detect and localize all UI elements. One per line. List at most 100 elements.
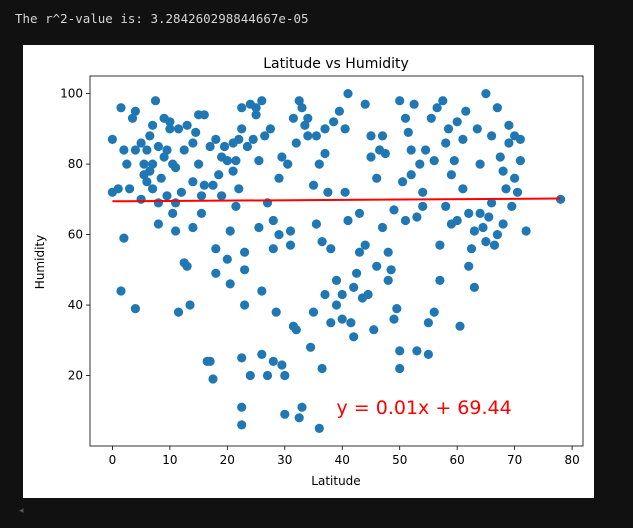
data-point bbox=[363, 289, 373, 300]
data-point bbox=[334, 106, 344, 116]
data-point bbox=[237, 124, 247, 134]
chart-figure: Latitude vs Humidity 0 10 20 30 40 50 60 70 80 20… bbox=[23, 45, 594, 498]
x-tick-label: 40 bbox=[335, 453, 350, 467]
data-point bbox=[441, 201, 451, 211]
data-point bbox=[237, 420, 247, 430]
data-point bbox=[426, 113, 436, 123]
data-point bbox=[383, 275, 393, 285]
data-point bbox=[383, 247, 393, 257]
data-point bbox=[136, 194, 146, 204]
x-tick-label: 10 bbox=[162, 453, 177, 467]
data-point bbox=[492, 230, 502, 240]
data-point bbox=[337, 289, 347, 300]
data-point bbox=[122, 159, 132, 169]
data-point bbox=[320, 124, 330, 134]
data-point bbox=[326, 318, 336, 328]
data-point bbox=[314, 159, 324, 169]
data-point bbox=[360, 240, 370, 250]
data-point bbox=[271, 307, 281, 317]
data-point bbox=[521, 226, 531, 236]
data-point bbox=[329, 117, 339, 127]
data-point bbox=[481, 89, 491, 99]
x-tick-label: 70 bbox=[507, 453, 522, 467]
x-tick-label: 0 bbox=[109, 453, 117, 467]
data-point bbox=[556, 194, 566, 204]
data-point bbox=[277, 360, 287, 370]
data-point bbox=[435, 240, 445, 250]
data-point bbox=[288, 113, 298, 123]
data-point bbox=[285, 240, 296, 250]
x-tick-label: 80 bbox=[564, 453, 579, 467]
data-point bbox=[346, 318, 356, 328]
data-point bbox=[217, 191, 227, 201]
data-point bbox=[303, 131, 313, 141]
data-point bbox=[119, 145, 129, 155]
data-point bbox=[125, 184, 135, 194]
data-point bbox=[240, 247, 250, 257]
data-point bbox=[168, 208, 178, 218]
data-point bbox=[228, 166, 238, 176]
data-point bbox=[495, 152, 505, 162]
data-point bbox=[320, 148, 330, 159]
data-point bbox=[377, 222, 388, 233]
data-point bbox=[162, 191, 172, 201]
data-point bbox=[119, 233, 129, 243]
data-point bbox=[469, 282, 479, 292]
data-point bbox=[429, 156, 439, 166]
data-point bbox=[498, 219, 508, 229]
r-squared-output: The r^2-value is: 3.284260298844667e-05 bbox=[15, 11, 309, 26]
data-point bbox=[291, 138, 301, 148]
data-point bbox=[237, 402, 247, 412]
data-point bbox=[268, 356, 278, 366]
data-point bbox=[285, 226, 296, 236]
data-point bbox=[432, 103, 442, 113]
data-point bbox=[400, 215, 411, 226]
data-point bbox=[337, 314, 347, 324]
y-tick-label: 80 bbox=[68, 157, 83, 171]
data-point bbox=[254, 156, 264, 166]
data-point bbox=[492, 103, 502, 113]
y-tick-label: 40 bbox=[68, 298, 83, 312]
data-point bbox=[280, 370, 290, 381]
data-point bbox=[343, 215, 353, 226]
data-point bbox=[237, 103, 247, 113]
data-point bbox=[268, 215, 278, 226]
data-point bbox=[240, 265, 250, 275]
data-point bbox=[145, 131, 155, 141]
data-point bbox=[130, 145, 140, 155]
data-point bbox=[475, 208, 485, 218]
data-point bbox=[515, 134, 525, 144]
data-point bbox=[389, 314, 399, 324]
data-point bbox=[148, 184, 158, 194]
data-point bbox=[418, 201, 428, 211]
data-point bbox=[303, 113, 313, 123]
data-point bbox=[455, 321, 465, 331]
x-tick-label: 30 bbox=[277, 453, 292, 467]
data-point bbox=[185, 300, 195, 310]
data-point bbox=[423, 318, 433, 328]
data-point bbox=[173, 307, 184, 317]
data-point bbox=[311, 131, 321, 141]
data-point bbox=[257, 349, 267, 359]
x-tick-label: 20 bbox=[220, 453, 235, 467]
data-point bbox=[130, 106, 140, 116]
data-point bbox=[452, 117, 462, 127]
data-point bbox=[297, 103, 307, 113]
data-point bbox=[188, 138, 198, 148]
data-point bbox=[205, 356, 215, 366]
data-point bbox=[478, 222, 488, 233]
data-point bbox=[308, 180, 319, 190]
data-point bbox=[392, 304, 402, 314]
data-point bbox=[171, 163, 181, 173]
data-point bbox=[446, 170, 456, 180]
data-point bbox=[173, 124, 184, 134]
data-point bbox=[423, 349, 433, 359]
x-tick-label: 50 bbox=[392, 453, 407, 467]
data-point bbox=[360, 99, 370, 109]
data-point bbox=[222, 254, 232, 264]
data-point bbox=[466, 244, 477, 254]
data-point bbox=[179, 145, 189, 155]
data-point bbox=[116, 103, 126, 113]
scroll-left-arrow[interactable]: ◂ bbox=[19, 506, 24, 516]
data-point bbox=[366, 131, 376, 141]
